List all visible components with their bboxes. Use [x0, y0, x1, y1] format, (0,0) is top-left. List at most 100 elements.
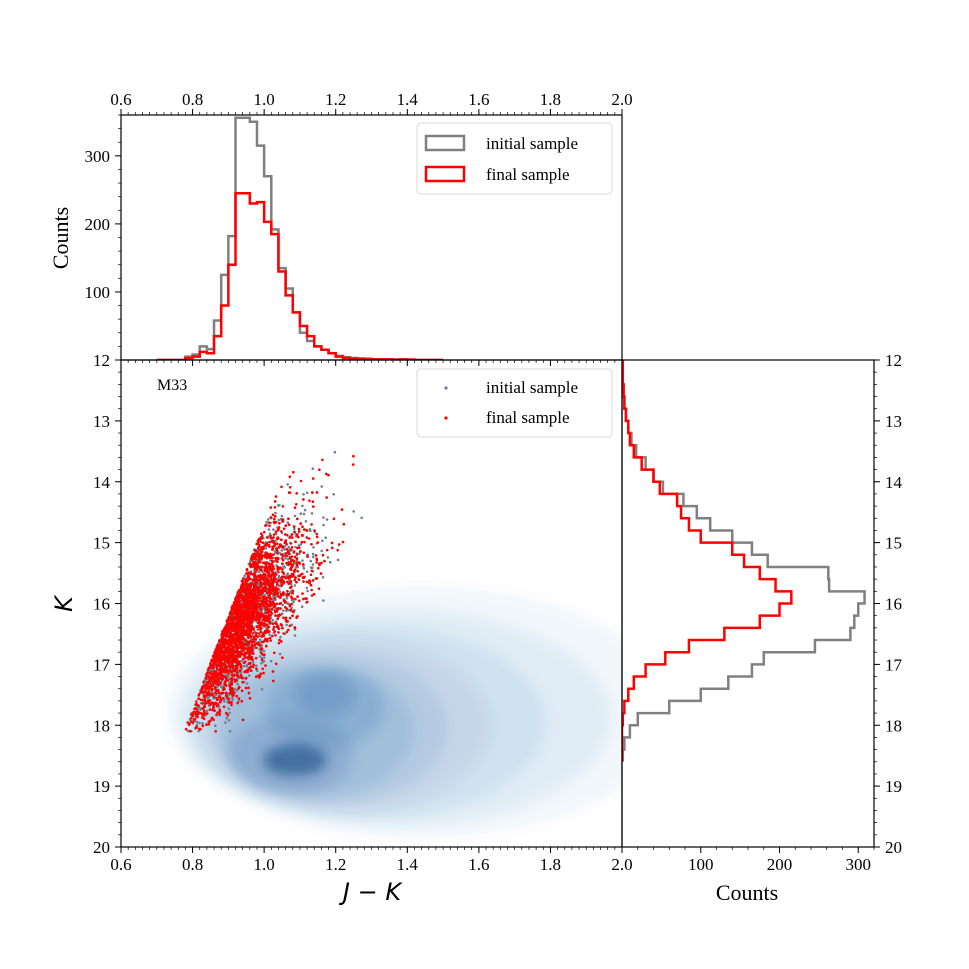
scatter-point	[340, 508, 344, 511]
scatter-point	[307, 537, 311, 540]
scatter-point	[204, 702, 207, 706]
top-hist-final-sample	[156, 192, 444, 360]
scatter-point	[250, 634, 253, 638]
scatter-point	[282, 599, 286, 602]
scatter-point	[260, 550, 263, 554]
scatter-point	[282, 571, 285, 574]
scatter-point	[237, 660, 241, 663]
scatter-point	[228, 665, 231, 668]
scatter-point	[266, 582, 270, 586]
scatter-point	[263, 653, 266, 656]
scatter-point	[287, 628, 290, 632]
scatter-point	[243, 624, 247, 628]
scatter-point	[218, 696, 222, 699]
scatter-point	[267, 590, 271, 593]
scatter-point	[311, 500, 315, 504]
scatter-point	[229, 628, 233, 631]
scatter-point	[213, 709, 216, 712]
scatter-point	[265, 520, 269, 524]
scatter-point	[276, 580, 280, 583]
scatter-point	[281, 546, 285, 549]
scatter-point	[282, 582, 285, 585]
scatter-point	[269, 597, 272, 601]
scatter-point	[237, 594, 240, 598]
scatter-point	[215, 667, 219, 670]
scatter-point	[281, 603, 285, 607]
scatter-point	[325, 496, 329, 499]
scatter-point	[282, 527, 286, 530]
scatter-point	[276, 617, 280, 620]
scatter-point	[293, 597, 296, 601]
scatter-point	[266, 536, 269, 539]
scatter-point	[245, 682, 249, 685]
scatter-point	[255, 625, 259, 629]
scatter-point	[255, 669, 259, 672]
scatter-point	[256, 591, 260, 594]
scatter-point	[259, 614, 263, 617]
scatter-point	[271, 564, 275, 568]
scatter-point	[258, 674, 262, 678]
scatter-point	[268, 532, 272, 536]
scatter-point	[208, 693, 212, 697]
scatter-point	[228, 730, 232, 733]
scatter-point	[302, 567, 306, 570]
scatter-point	[189, 717, 193, 720]
scatter-point	[278, 652, 282, 656]
scatter-point	[289, 548, 293, 552]
scatter-point	[186, 729, 190, 733]
scatter-point	[278, 590, 282, 593]
scatter-point	[269, 659, 273, 663]
scatter-point	[240, 689, 244, 693]
scatter-point	[189, 720, 193, 723]
scatter-point	[214, 691, 218, 695]
scatter-point	[247, 613, 250, 616]
scatter-point	[293, 634, 297, 637]
scatter-point	[227, 697, 231, 701]
scatter-point	[236, 666, 239, 670]
scatter-point	[206, 697, 210, 700]
scatter-point	[271, 569, 274, 573]
scatter-point	[220, 677, 223, 680]
scatter-point	[306, 589, 309, 593]
scatter-point	[258, 602, 262, 606]
scatter-point	[268, 586, 272, 590]
scatter-point	[215, 658, 219, 661]
scatter-point	[248, 654, 251, 657]
scatter-point	[272, 533, 276, 536]
scatter-point	[267, 528, 271, 531]
scatter-point	[299, 479, 303, 483]
scatter-point	[263, 569, 267, 573]
scatter-point	[293, 555, 297, 559]
scatter-point	[212, 663, 215, 666]
scatter-point	[253, 635, 256, 639]
scatter-point	[246, 670, 249, 673]
scatter-point	[224, 721, 227, 724]
scatter-point	[271, 618, 275, 622]
scatter-point	[237, 633, 241, 637]
scatter-point	[268, 633, 271, 637]
scatter-point	[197, 729, 200, 733]
scatter-point	[283, 533, 287, 536]
scatter-point	[229, 631, 232, 635]
scatter-point	[289, 567, 292, 571]
scatter-point	[261, 633, 265, 637]
scatter-point	[293, 568, 297, 572]
scatter-point	[288, 536, 292, 539]
scatter-point	[309, 559, 313, 563]
scatter-point	[271, 634, 274, 638]
scatter-point	[310, 523, 313, 526]
scatter-point	[287, 523, 291, 526]
scatter-point	[221, 697, 225, 700]
scatter-point	[278, 613, 282, 616]
scatter-point	[218, 691, 221, 695]
scatter-point	[213, 659, 216, 663]
scatter-point	[220, 691, 224, 695]
scatter-point	[288, 582, 291, 585]
scatter-point	[323, 559, 326, 563]
scatter-point	[260, 688, 264, 691]
scatter-point	[257, 558, 261, 561]
scatter-point	[297, 578, 301, 581]
scatter-point	[251, 578, 255, 582]
scatter-point	[299, 543, 303, 546]
scatter-point	[281, 505, 285, 508]
